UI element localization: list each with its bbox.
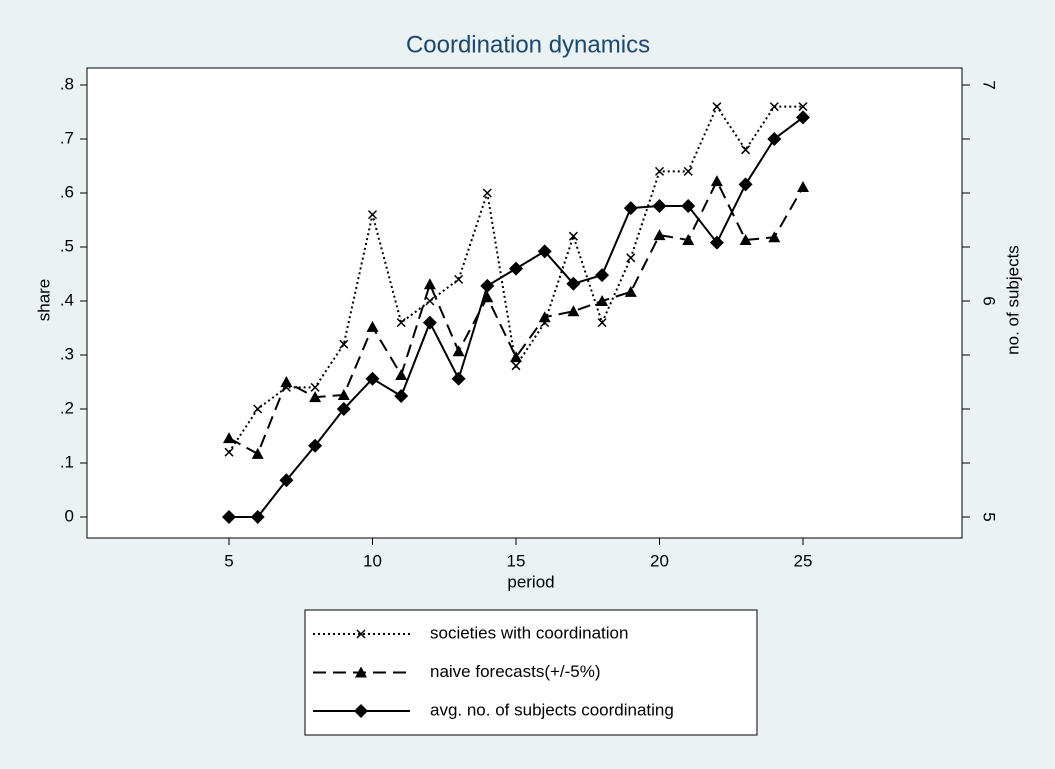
marker — [365, 371, 380, 386]
marker — [480, 278, 495, 293]
marker — [797, 181, 809, 193]
marker — [653, 229, 666, 241]
marker — [224, 447, 234, 457]
marker — [481, 291, 494, 303]
marker — [452, 345, 465, 357]
marker — [798, 102, 808, 112]
marker — [682, 233, 695, 245]
marker — [624, 285, 637, 297]
y-tick-label: .1 — [60, 452, 74, 471]
y-tick-label: .8 — [60, 74, 74, 93]
marker — [309, 391, 322, 403]
x-axis-label: period — [507, 572, 554, 591]
marker — [739, 233, 752, 245]
plot-area — [86, 67, 963, 539]
marker — [422, 315, 437, 330]
marker — [567, 305, 580, 317]
y-tick-label: .5 — [60, 236, 74, 255]
marker — [710, 175, 723, 187]
legend-marker — [354, 704, 368, 718]
y-tick-label: .3 — [60, 344, 74, 363]
marker — [310, 382, 320, 392]
marker — [596, 295, 609, 306]
marker — [623, 201, 638, 216]
marker — [222, 510, 236, 524]
marker — [712, 102, 722, 112]
x-tick-label: 15 — [507, 551, 526, 570]
marker — [509, 261, 523, 276]
chart-title: Coordination dynamics — [406, 31, 650, 58]
marker — [681, 198, 696, 213]
y-tick-label: .4 — [60, 290, 74, 309]
marker — [394, 389, 409, 404]
marker — [395, 368, 408, 380]
marker — [510, 351, 522, 363]
legend-marker — [356, 629, 366, 639]
x-tick-label: 5 — [224, 551, 233, 570]
marker — [741, 145, 751, 155]
marker — [336, 402, 351, 416]
marker — [279, 473, 294, 488]
marker — [339, 339, 349, 349]
x-tick-label: 20 — [650, 551, 669, 570]
marker — [796, 110, 810, 125]
marker — [425, 296, 435, 306]
y-tick-label: .2 — [60, 398, 74, 417]
marker — [451, 371, 466, 386]
marker — [454, 274, 464, 284]
x-tick-label: 10 — [363, 551, 382, 570]
marker — [308, 438, 323, 453]
marker — [250, 510, 265, 524]
marker — [654, 166, 665, 176]
marker — [538, 311, 551, 323]
y2-tick-label: 6 — [980, 296, 999, 305]
marker — [337, 388, 350, 400]
marker — [366, 320, 379, 332]
y-tick-label: .6 — [60, 182, 74, 201]
marker — [566, 276, 581, 291]
y-tick-label: .7 — [60, 128, 74, 147]
marker — [769, 102, 779, 112]
marker — [768, 231, 781, 243]
marker — [280, 376, 293, 387]
marker — [597, 318, 607, 328]
marker — [568, 231, 578, 241]
y2-tick-label: 5 — [980, 512, 999, 521]
legend-label: societies with coordination — [430, 623, 628, 642]
y-axis-label: share — [34, 279, 53, 322]
legend-label: avg. no. of subjects coordinating — [430, 700, 674, 719]
marker — [595, 268, 610, 283]
marker — [767, 132, 782, 146]
marker — [652, 198, 667, 213]
marker — [251, 447, 264, 459]
marker — [223, 432, 235, 444]
x-tick-label: 25 — [794, 551, 813, 570]
legend-label: naive forecasts(+/-5%) — [430, 662, 601, 681]
marker — [683, 166, 693, 176]
marker — [253, 404, 263, 414]
marker — [709, 235, 724, 250]
marker — [423, 278, 436, 290]
marker — [367, 210, 378, 220]
series-line — [228, 178, 804, 456]
marker — [537, 244, 552, 259]
y-tick-label: 0 — [65, 506, 74, 525]
marker — [738, 177, 753, 192]
legend-marker — [355, 666, 367, 678]
marker — [626, 253, 636, 263]
marker — [396, 318, 406, 328]
y2-axis-label: no. of subjects — [1003, 245, 1022, 355]
marker — [482, 188, 492, 198]
y2-tick-label: 7 — [980, 80, 999, 89]
marker — [511, 361, 521, 371]
